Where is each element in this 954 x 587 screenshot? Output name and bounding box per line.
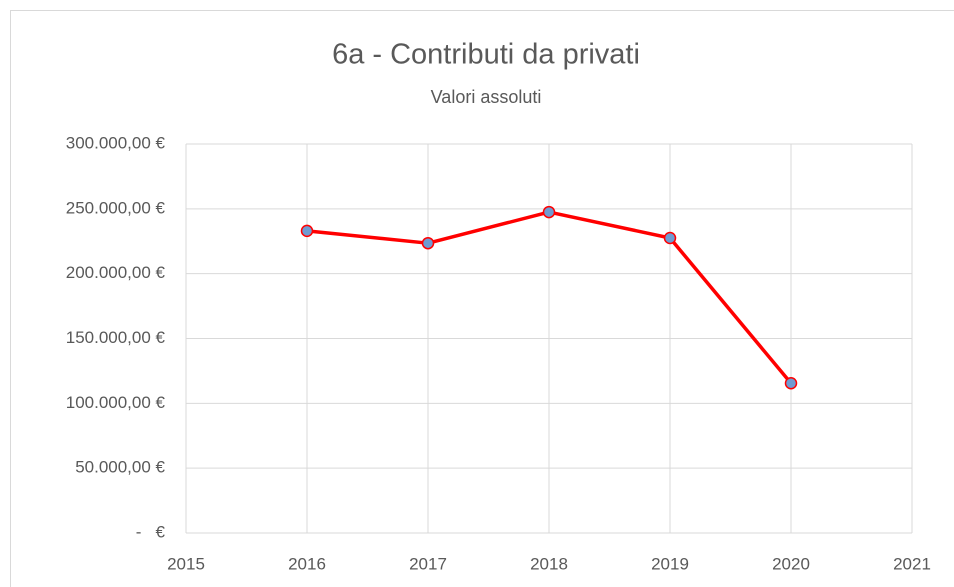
x-tick-label: 2015 [167,554,205,573]
x-tick-label: 2017 [409,554,447,573]
chart-title: 6a - Contributi da privati [332,39,640,71]
data-point [784,376,798,390]
x-tick-label: 2016 [288,554,326,573]
y-tick-label: 300.000,00 € [66,133,166,152]
x-tick-label: 2021 [893,554,931,573]
x-tick-label: 2018 [530,554,568,573]
y-tick-label: 150.000,00 € [66,328,166,347]
chart-frame [10,10,954,587]
y-tick-label: 200.000,00 € [66,263,166,282]
data-point [300,224,314,238]
y-tick-label: 250.000,00 € [66,198,166,217]
data-point [663,231,677,245]
x-tick-label: 2019 [651,554,689,573]
data-point [542,205,556,219]
data-point [421,236,435,250]
y-tick-label: - € [136,522,166,541]
chart-subtitle: Valori assoluti [431,87,542,107]
x-tick-label: 2020 [772,554,810,573]
y-tick-label: 50.000,00 € [75,458,165,477]
y-tick-label: 100.000,00 € [66,393,166,412]
